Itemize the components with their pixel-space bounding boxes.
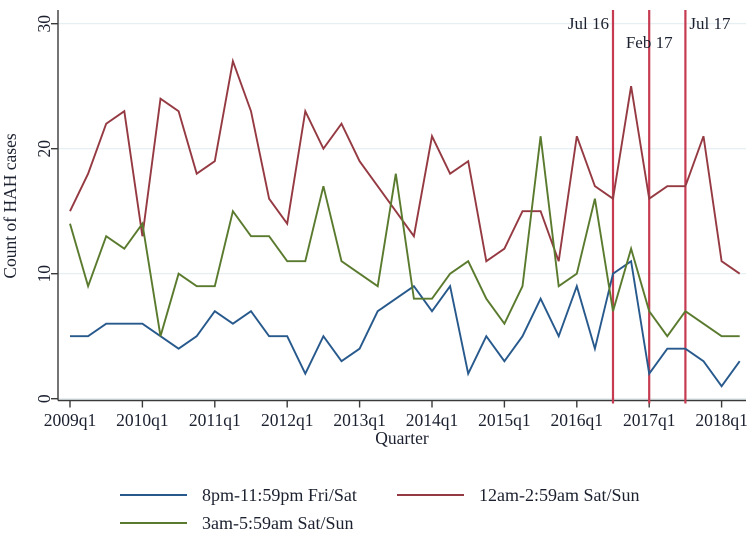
y-tick-label: 0 xyxy=(34,394,54,403)
legend-label-2: 3am-5:59am Sat/Sun xyxy=(202,513,354,533)
series-line-1 xyxy=(69,57,741,275)
y-axis-title: Count of HAH cases xyxy=(0,133,20,279)
x-tick-label: 2015q1 xyxy=(478,410,531,430)
x-tick-label: 2013q1 xyxy=(333,410,386,430)
x-tick-label: 2012q1 xyxy=(261,410,314,430)
event-vline-label: Jul 17 xyxy=(689,14,731,33)
legend-label-0: 8pm-11:59pm Fri/Sat xyxy=(202,485,357,505)
y-tick-label: 10 xyxy=(34,265,54,283)
x-tick-label: 2014q1 xyxy=(406,410,459,430)
event-vline-label: Jul 16 xyxy=(568,14,609,33)
x-tick-label: 2018q1 xyxy=(695,410,748,430)
x-tick-label: 2017q1 xyxy=(623,410,676,430)
legend-label-1: 12am-2:59am Sat/Sun xyxy=(479,485,640,505)
x-axis-title: Quarter xyxy=(375,428,429,448)
y-tick-label: 20 xyxy=(34,140,54,158)
x-tick-label: 2016q1 xyxy=(551,410,604,430)
y-tick-label: 30 xyxy=(34,15,54,33)
x-tick-label: 2010q1 xyxy=(116,410,169,430)
series-line-2 xyxy=(69,136,740,338)
series-line-0 xyxy=(70,259,741,388)
x-tick-label: 2009q1 xyxy=(44,410,97,430)
event-vline-label: Feb 17 xyxy=(626,33,673,52)
x-tick-label: 2011q1 xyxy=(189,410,241,430)
